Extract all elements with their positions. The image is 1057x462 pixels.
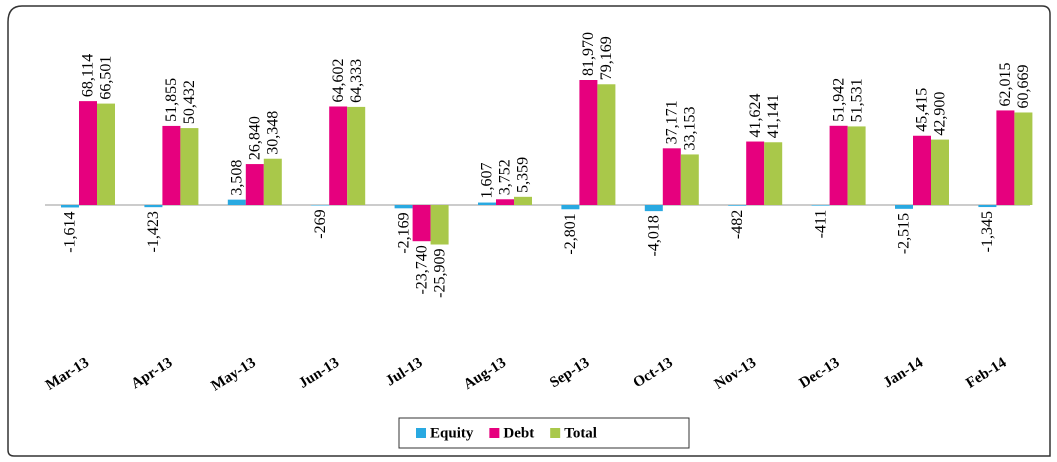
x-tick-label: Feb-14	[963, 354, 1009, 391]
bar	[61, 205, 79, 208]
x-tick-label: May-13	[209, 355, 259, 395]
bar	[978, 205, 997, 208]
bar	[144, 205, 163, 208]
data-label: 51,942	[830, 78, 847, 122]
legend-label: Total	[564, 425, 597, 441]
data-label: -1,614	[62, 211, 79, 252]
data-label: 66,501	[98, 56, 115, 100]
legend-swatch	[489, 428, 500, 438]
bar	[561, 205, 580, 210]
bar	[996, 110, 1015, 205]
data-label: 33,153	[681, 106, 698, 150]
bar	[728, 205, 747, 206]
bar	[347, 106, 366, 205]
bar	[811, 205, 830, 206]
bar	[311, 205, 330, 206]
legend-box	[398, 417, 690, 449]
bar	[180, 128, 199, 205]
data-label: 50,432	[181, 80, 198, 124]
bar	[412, 205, 431, 242]
data-label: -2,801	[562, 213, 579, 254]
x-tick-label: Jun-13	[296, 355, 342, 392]
bar	[829, 125, 848, 205]
bar	[895, 205, 913, 209]
bar	[913, 135, 931, 205]
data-label: 26,840	[246, 116, 263, 160]
x-tick-label: Oct-13	[631, 355, 676, 392]
bar	[746, 141, 765, 205]
x-tick-label: Apr-13	[128, 355, 175, 393]
bar	[162, 125, 181, 205]
chart-border	[7, 5, 1051, 457]
x-tick-label: Dec-13	[797, 355, 843, 392]
data-label: 45,415	[914, 88, 931, 132]
data-label: -2,515	[896, 213, 913, 254]
bar	[79, 101, 97, 205]
data-label: 3,508	[228, 160, 245, 196]
bar	[245, 164, 264, 205]
x-tick-label: Aug-13	[461, 355, 509, 393]
data-label: 79,169	[598, 36, 615, 80]
bar	[263, 158, 282, 205]
data-label: 81,970	[580, 32, 597, 76]
bar	[847, 126, 866, 205]
bar	[579, 80, 598, 205]
data-label: 5,359	[515, 157, 532, 193]
bar	[478, 202, 496, 205]
data-label: -269	[312, 209, 329, 238]
data-label: -4,018	[645, 215, 662, 256]
bar	[662, 148, 681, 205]
bar	[496, 199, 514, 205]
bar	[680, 154, 699, 205]
legend-label: Equity	[430, 425, 474, 441]
data-label: -2,169	[395, 212, 412, 253]
bar	[1014, 112, 1033, 205]
data-label: 37,171	[663, 100, 680, 144]
x-tick-label: Sep-13	[547, 355, 592, 392]
data-label: 60,669	[1015, 64, 1032, 108]
legend-label: Debt	[503, 425, 534, 441]
data-label: 68,114	[80, 54, 97, 97]
data-label: 62,015	[997, 62, 1014, 106]
data-label: 41,141	[765, 94, 782, 138]
x-tick-label: Nov-13	[712, 355, 759, 393]
data-label: 64,333	[348, 59, 365, 103]
data-label: 30,348	[264, 111, 281, 155]
data-label: -1,423	[145, 211, 162, 252]
data-label: 51,855	[163, 78, 180, 122]
bar	[394, 205, 413, 209]
bar	[764, 142, 783, 205]
data-label: -411	[812, 210, 829, 239]
data-label: 3,752	[497, 159, 514, 195]
x-tick-label: Jan-14	[881, 354, 927, 391]
data-label: 1,607	[479, 163, 496, 199]
bar	[97, 103, 115, 205]
bar	[430, 205, 449, 245]
bar	[644, 205, 663, 212]
data-label: -23,740	[413, 245, 430, 294]
data-label: -482	[729, 210, 746, 239]
legend-swatch	[550, 428, 561, 438]
data-label: 64,602	[330, 58, 347, 102]
x-tick-label: Mar-13	[43, 355, 92, 394]
x-tick-label: Jul-13	[383, 355, 425, 390]
bar	[227, 199, 246, 205]
bar	[931, 139, 949, 205]
data-label: -1,345	[979, 211, 996, 252]
bar	[597, 84, 616, 205]
bar	[329, 106, 348, 205]
bar	[514, 196, 532, 205]
data-label: 51,531	[848, 78, 865, 122]
data-label: 41,624	[747, 94, 764, 138]
data-label: -25,909	[431, 249, 448, 298]
legend-swatch	[416, 428, 426, 438]
data-label: 42,900	[932, 92, 949, 136]
